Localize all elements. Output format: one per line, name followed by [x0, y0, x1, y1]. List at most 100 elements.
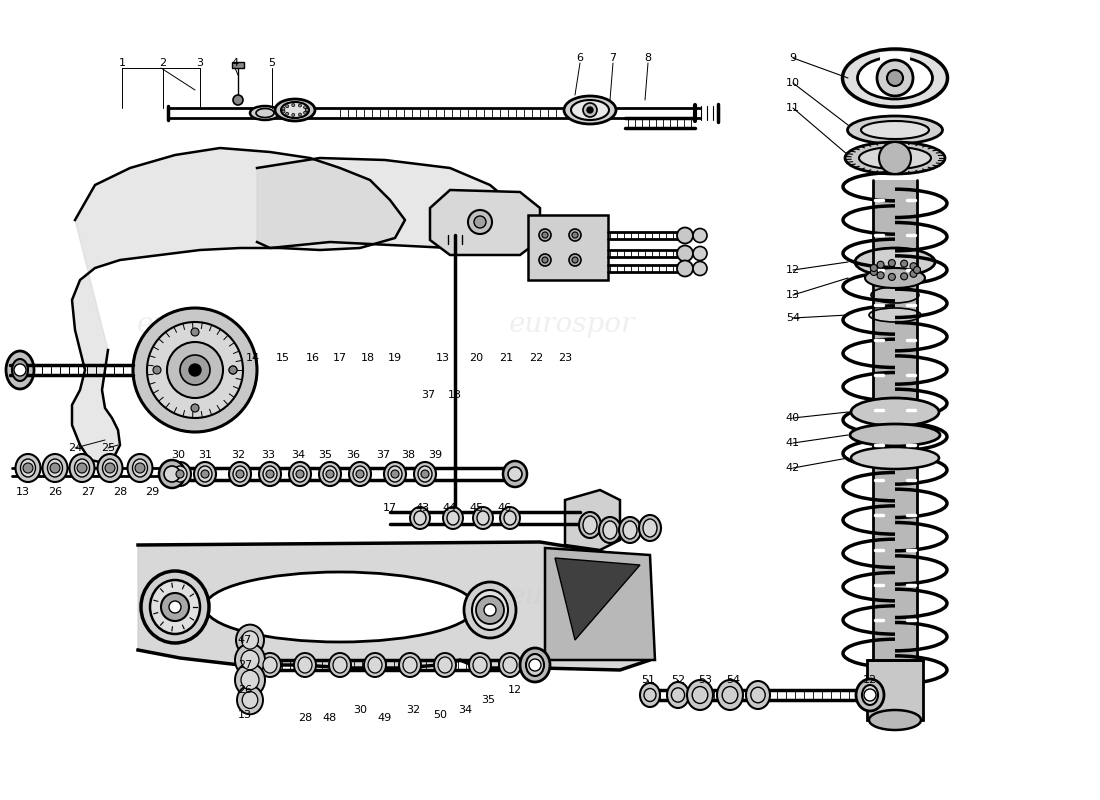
Circle shape	[468, 210, 492, 234]
Ellipse shape	[855, 248, 935, 276]
Circle shape	[161, 593, 189, 621]
Ellipse shape	[850, 424, 940, 446]
Ellipse shape	[671, 688, 684, 702]
Ellipse shape	[235, 663, 265, 697]
Text: 30: 30	[170, 450, 185, 460]
Ellipse shape	[751, 687, 766, 702]
Text: 32: 32	[231, 450, 245, 460]
Ellipse shape	[688, 680, 713, 710]
Circle shape	[292, 103, 295, 106]
Circle shape	[50, 463, 60, 473]
Ellipse shape	[443, 507, 463, 529]
Ellipse shape	[263, 657, 277, 673]
Text: 31: 31	[198, 450, 212, 460]
Ellipse shape	[258, 653, 280, 677]
Text: 52: 52	[671, 675, 685, 685]
Ellipse shape	[869, 710, 921, 730]
Circle shape	[356, 470, 364, 478]
Circle shape	[286, 105, 288, 108]
Text: 1: 1	[119, 58, 125, 68]
Ellipse shape	[571, 100, 609, 120]
Circle shape	[390, 470, 399, 478]
Text: eurospor: eurospor	[509, 582, 635, 610]
Circle shape	[569, 254, 581, 266]
Ellipse shape	[169, 462, 191, 486]
Text: 47: 47	[238, 635, 252, 645]
Circle shape	[169, 601, 182, 613]
Text: 27: 27	[238, 660, 252, 670]
Text: 16: 16	[306, 353, 320, 363]
Circle shape	[879, 142, 911, 174]
Text: 19: 19	[388, 353, 403, 363]
Ellipse shape	[289, 462, 311, 486]
Circle shape	[236, 470, 244, 478]
Ellipse shape	[851, 447, 939, 469]
Circle shape	[298, 104, 301, 107]
Ellipse shape	[871, 287, 918, 303]
Circle shape	[135, 463, 145, 473]
Ellipse shape	[858, 57, 933, 99]
Circle shape	[539, 254, 551, 266]
Text: 17: 17	[383, 503, 397, 513]
Text: 43: 43	[415, 503, 429, 513]
Ellipse shape	[477, 511, 490, 525]
Text: 36: 36	[346, 450, 360, 460]
Ellipse shape	[564, 96, 616, 124]
Ellipse shape	[280, 102, 309, 118]
Ellipse shape	[368, 657, 382, 673]
Text: 13: 13	[786, 290, 800, 300]
Ellipse shape	[644, 519, 657, 537]
Circle shape	[569, 229, 581, 241]
Ellipse shape	[644, 689, 656, 702]
Circle shape	[292, 114, 295, 117]
Text: eurospor: eurospor	[509, 310, 635, 338]
Ellipse shape	[845, 142, 945, 174]
Text: 11: 11	[786, 103, 800, 113]
Polygon shape	[257, 158, 520, 248]
Ellipse shape	[205, 572, 475, 642]
Ellipse shape	[676, 227, 693, 243]
Ellipse shape	[233, 466, 248, 482]
Circle shape	[529, 659, 541, 671]
Ellipse shape	[47, 459, 63, 477]
Ellipse shape	[640, 683, 660, 707]
Text: 14: 14	[246, 353, 260, 363]
Ellipse shape	[603, 521, 617, 539]
Ellipse shape	[676, 261, 693, 277]
Ellipse shape	[241, 650, 258, 670]
Text: 26: 26	[238, 685, 252, 695]
Circle shape	[877, 272, 884, 278]
Circle shape	[476, 596, 504, 624]
Circle shape	[539, 229, 551, 241]
Text: 26: 26	[48, 487, 62, 497]
Ellipse shape	[15, 454, 41, 482]
Bar	[880, 52, 910, 72]
Ellipse shape	[499, 653, 521, 677]
Ellipse shape	[526, 654, 544, 676]
Circle shape	[266, 470, 274, 478]
Bar	[528, 215, 608, 280]
Ellipse shape	[504, 511, 516, 525]
Text: 38: 38	[400, 450, 415, 460]
Ellipse shape	[414, 462, 436, 486]
Text: 28: 28	[113, 487, 128, 497]
Ellipse shape	[388, 466, 401, 482]
Circle shape	[508, 467, 522, 481]
Ellipse shape	[349, 462, 371, 486]
Ellipse shape	[723, 686, 738, 703]
Ellipse shape	[438, 657, 452, 673]
Text: 9: 9	[790, 53, 796, 63]
Ellipse shape	[869, 308, 921, 322]
Ellipse shape	[132, 459, 147, 477]
Ellipse shape	[619, 517, 641, 543]
Text: 44: 44	[443, 503, 458, 513]
Ellipse shape	[469, 653, 491, 677]
Ellipse shape	[623, 521, 637, 539]
Ellipse shape	[329, 653, 351, 677]
Text: 23: 23	[558, 353, 572, 363]
Circle shape	[23, 463, 33, 473]
Ellipse shape	[319, 462, 341, 486]
Text: 6: 6	[576, 53, 583, 63]
Ellipse shape	[447, 511, 459, 525]
Circle shape	[167, 342, 223, 398]
